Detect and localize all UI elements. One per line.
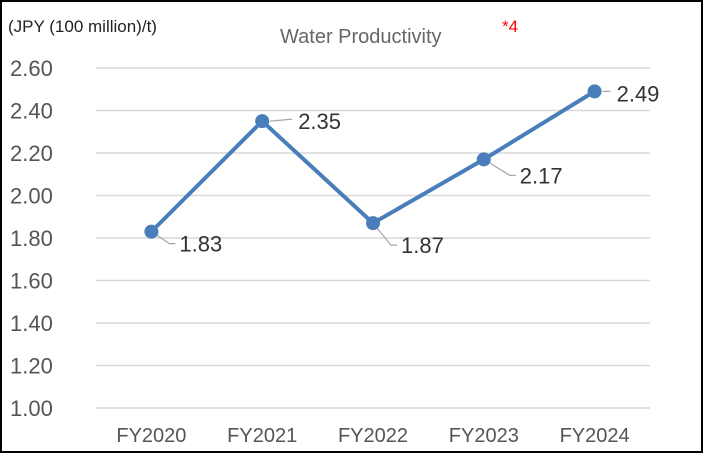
leader-line — [372, 222, 397, 246]
leader-line — [270, 118, 293, 122]
leader-line — [483, 158, 516, 176]
data-point — [366, 216, 380, 231]
x-tick-label: FY2022 — [338, 425, 408, 447]
y-tick-label: 2.20 — [10, 141, 53, 166]
data-label: 2.35 — [298, 109, 341, 134]
chart-title-footnote: *4 — [502, 17, 518, 36]
y-tick-label: 1.00 — [10, 396, 53, 421]
data-label: 1.87 — [401, 233, 444, 258]
y-tick-label: 2.00 — [10, 184, 53, 209]
x-tick-label: FY2023 — [449, 425, 519, 447]
y-axis-unit-label: (JPY (100 million)/t) — [8, 17, 157, 36]
data-point — [587, 84, 602, 99]
leader-line — [151, 231, 176, 245]
data-label: 1.83 — [179, 232, 222, 257]
data-point — [144, 224, 159, 239]
x-tick-label: FY2021 — [227, 425, 297, 447]
y-tick-label: 2.60 — [10, 56, 53, 81]
series-line — [149, 89, 596, 234]
y-tick-label: 1.60 — [10, 269, 53, 294]
data-point — [255, 114, 270, 129]
x-tick-label: FY2020 — [116, 425, 186, 447]
y-tick-label: 1.40 — [10, 311, 53, 336]
y-tick-label: 2.40 — [10, 99, 53, 124]
y-tick-label: 1.80 — [10, 226, 53, 251]
data-label: 2.17 — [520, 163, 563, 188]
data-point — [476, 152, 491, 167]
y-tick-label: 1.20 — [10, 354, 53, 379]
chart-title: Water Productivity — [280, 26, 442, 48]
data-label: 2.49 — [617, 81, 660, 106]
x-tick-label: FY2024 — [560, 425, 630, 447]
